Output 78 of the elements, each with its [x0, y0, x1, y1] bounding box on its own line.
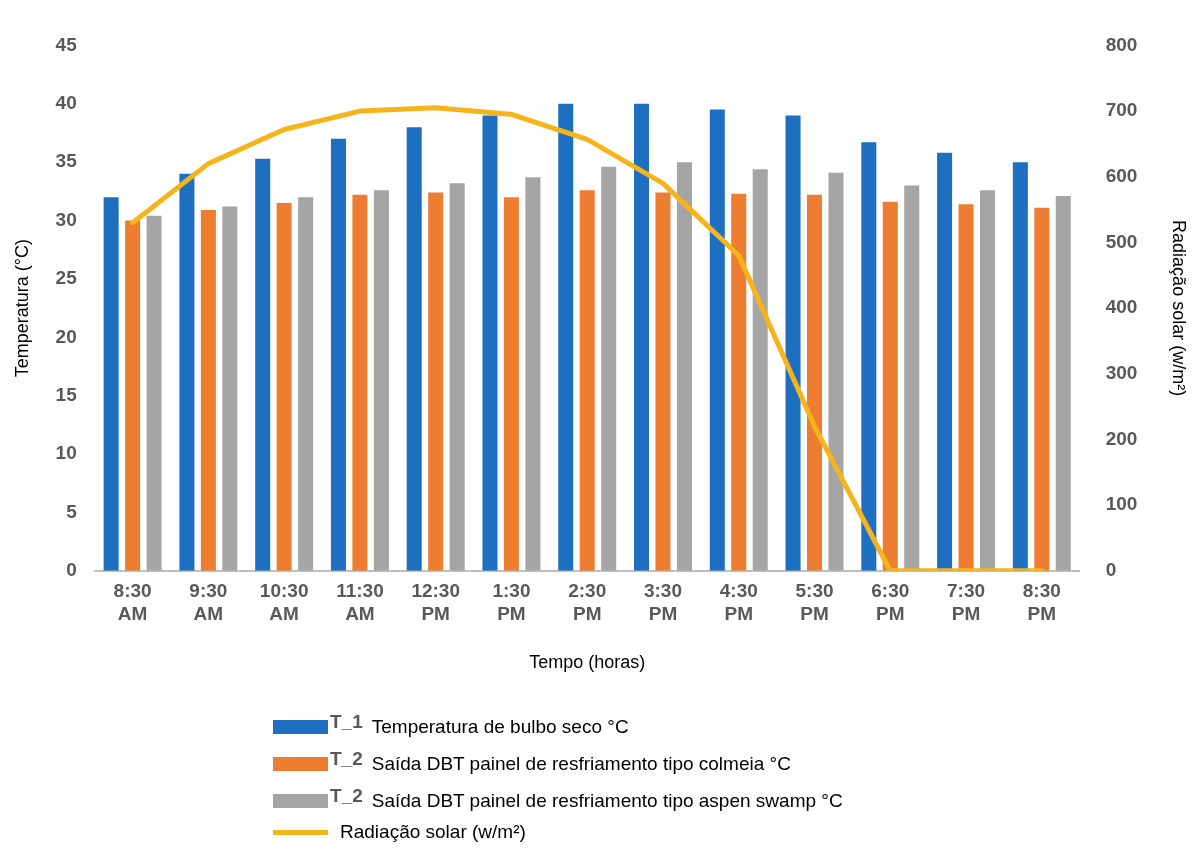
y-tick-label: 30	[55, 208, 77, 230]
x-tick-label: 4:30 PM	[719, 580, 758, 625]
bar	[352, 194, 368, 571]
bar	[731, 193, 747, 571]
x-tick-label: 2:30 PM	[568, 580, 607, 625]
x-tick-label: 7:30 PM	[947, 580, 986, 625]
bar	[373, 190, 389, 571]
y-tick-label: 45	[55, 33, 78, 55]
bar	[125, 220, 141, 571]
bar	[449, 183, 465, 571]
bar	[828, 172, 844, 571]
x-tick-label: 3:30 PM	[643, 580, 682, 625]
bar	[298, 197, 314, 571]
bar	[709, 109, 725, 571]
y2-tick-label: 700	[1105, 99, 1138, 121]
x-tick-label: 8:30 AM	[113, 580, 152, 625]
x-tick-label: 10:30 AM	[259, 580, 309, 625]
bar	[222, 206, 238, 571]
bar	[1055, 196, 1071, 571]
y2-tick-label: 300	[1105, 362, 1138, 384]
bar	[200, 210, 216, 571]
y-tick-label: 25	[55, 267, 78, 289]
bar	[579, 190, 595, 571]
bar	[146, 215, 162, 571]
y-tick-label: 15	[55, 383, 78, 405]
y2-tick-label: 600	[1105, 164, 1138, 186]
bar	[482, 115, 498, 571]
bar	[276, 203, 292, 571]
bar	[958, 204, 974, 571]
y2-tick-label: 800	[1105, 33, 1138, 55]
y2-tick-label: 0	[1105, 559, 1117, 581]
bar	[558, 103, 574, 571]
y-tick-label: 0	[66, 559, 77, 581]
bar	[103, 197, 119, 571]
bar	[1012, 162, 1028, 571]
legend-label: T_2 Saída DBT painel de resfriamento tipo colmeia °C	[330, 747, 791, 775]
bar	[330, 138, 346, 571]
bar	[980, 190, 996, 571]
y2-tick-label: 200	[1105, 427, 1138, 449]
y-tick-label: 10	[55, 442, 77, 464]
bar	[861, 142, 877, 571]
bar	[428, 192, 444, 571]
x-tick-label: 9:30 AM	[189, 580, 228, 625]
bar	[937, 152, 953, 571]
y-tick-label: 40	[55, 92, 77, 114]
legend-label: T_1 Temperatura de bulbo seco °C	[330, 710, 629, 738]
bar	[503, 197, 519, 571]
bar	[1034, 207, 1050, 571]
bar	[752, 169, 768, 571]
x-tick-label: 1:30 PM	[492, 580, 531, 625]
y-tick-label: 20	[55, 325, 77, 347]
x-tick-label: 8:30 PM	[1022, 580, 1061, 625]
legend-label: T_2 Saída DBT painel de resfriamento tipo aspen swamp °C	[330, 784, 843, 812]
bar	[179, 173, 195, 571]
x-tick-label: 11:30 AM	[336, 580, 384, 625]
y-tick-label: 5	[66, 500, 78, 522]
bar	[807, 194, 823, 571]
y-tick-label: 35	[55, 150, 78, 172]
bar	[655, 192, 671, 571]
bar	[406, 127, 422, 571]
y-axis-title: Temperatura (°C)	[11, 238, 32, 378]
y2-tick-label: 500	[1105, 230, 1138, 252]
y2-tick-label: 100	[1105, 493, 1138, 515]
y2-axis-title: Radiação solar (w/m²)	[1169, 220, 1190, 397]
y2-tick-label: 400	[1105, 296, 1138, 318]
bar	[255, 158, 271, 571]
x-axis-title: Tempo (horas)	[529, 652, 646, 673]
bar	[785, 115, 801, 571]
bar	[882, 201, 898, 571]
bar	[904, 185, 920, 571]
bar	[634, 103, 650, 571]
bar	[601, 166, 617, 571]
bar	[525, 177, 541, 571]
legend-label: Radiação solar (w/m²)	[340, 821, 526, 843]
x-tick-label: 5:30 PM	[795, 580, 834, 625]
bar	[676, 162, 692, 571]
x-tick-label: 12:30 PM	[411, 580, 460, 625]
x-tick-label: 6:30 PM	[871, 580, 910, 625]
